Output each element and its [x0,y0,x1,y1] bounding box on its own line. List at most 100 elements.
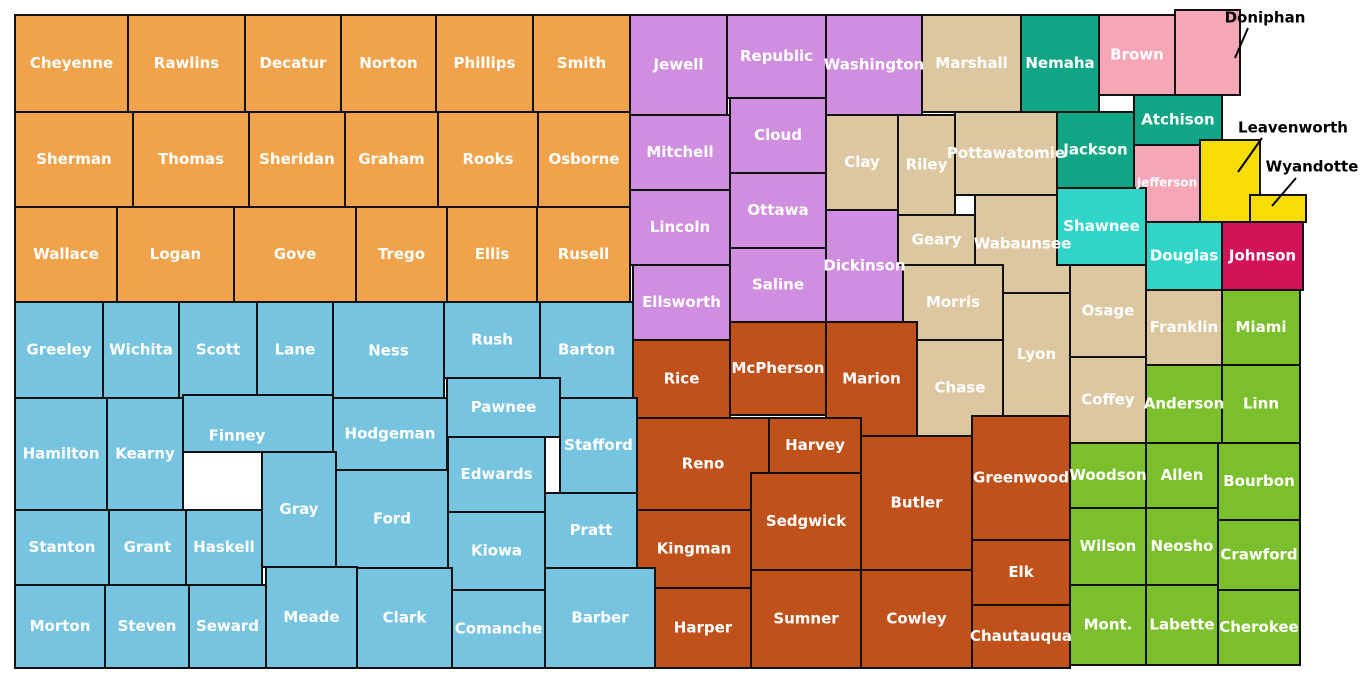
county-label: Chautauqua [970,627,1072,645]
county-label: Logan [150,245,201,263]
county-label: Wichita [109,341,173,359]
county [132,111,250,208]
county-label: Saline [752,276,804,294]
county [356,567,453,669]
county-label: Leavenworth [1238,119,1348,137]
county-label: Chase [935,379,986,397]
county-label: Cloud [754,126,802,144]
county [244,14,342,113]
county-label: Harper [674,619,733,637]
county-label: Doniphan [1225,9,1306,27]
county-label: Rawlins [154,54,219,72]
county [261,451,337,568]
county-label: Lincoln [650,218,710,236]
county-label: Franklin [1150,318,1218,336]
county [1221,364,1301,444]
county-label: Hodgeman [345,425,436,443]
county-label: Greenwood [973,469,1069,487]
county [1002,292,1071,417]
county-label: Stafford [564,436,633,454]
county-label: Barber [571,609,629,627]
county-label: Decatur [260,54,327,72]
county [825,209,904,323]
county [446,206,538,303]
county [544,567,656,669]
county-label: Finney [209,427,266,445]
county-label: Woodson [1069,466,1146,484]
county [629,114,731,191]
county-label: Stanton [29,538,96,556]
leader-line [1237,137,1263,173]
county [860,569,973,669]
county [825,14,923,116]
county-label: Barton [558,341,615,359]
county [532,14,631,113]
county [14,397,108,511]
county [1221,221,1304,291]
county-label: Morton [30,617,91,635]
county-label: Sumner [773,610,839,628]
county-label: Sheridan [259,150,335,168]
county-label: Douglas [1150,247,1218,265]
county-label: Elk [1008,563,1034,581]
county-label: Steven [118,617,177,635]
county [185,509,263,586]
county [1056,111,1135,189]
county-label: Lane [275,341,316,359]
county-label: Jackson [1062,141,1127,159]
county [182,394,334,453]
county-label: Hamilton [23,445,100,463]
county-label: Seward [196,617,259,635]
county [14,584,106,669]
county-label: Reno [682,455,725,473]
county-label: Clark [383,609,428,627]
county [636,417,770,511]
county [544,492,638,569]
county [1145,442,1219,509]
county-label: Butler [891,494,944,512]
county-label: Harvey [785,436,845,454]
county-label: Atchison [1141,111,1214,129]
county-label: Kearny [115,445,175,463]
county-label: Thomas [158,150,224,168]
county-label: Greeley [26,341,91,359]
county-label: Linn [1243,395,1279,413]
county-label: Clay [844,153,880,171]
county-label: Brown [1110,46,1164,64]
county-label: Grant [124,538,172,556]
county-label: Gove [274,245,317,263]
county [1145,221,1223,291]
county [451,589,546,669]
county [750,569,862,669]
county-label: Rooks [462,150,513,168]
county-label: Nemaha [1025,54,1094,72]
county [14,14,129,113]
county [447,511,546,591]
county [14,301,104,399]
county-label: Labette [1149,616,1214,634]
county [102,301,180,399]
county-label: Riley [906,156,948,174]
county-label: Rush [471,331,513,349]
county-label: Neosho [1151,537,1214,555]
county [265,566,358,669]
county-label: Wilson [1080,537,1137,555]
county-label: Marion [842,370,901,388]
county [768,417,862,474]
county-label: Shawnee [1063,217,1140,235]
county [443,301,541,379]
county [897,114,956,216]
county-label: Coffey [1081,391,1135,409]
county-label: Comanche [455,620,543,638]
county-label: Mont. [1084,616,1133,634]
county-label: Rusell [558,245,610,263]
county-label: Jewell [652,56,703,74]
county-label: Wyandotte [1266,158,1359,176]
county [1174,9,1241,96]
county-label: Phillips [454,54,516,72]
county-label: Trego [378,245,425,263]
county [108,509,187,586]
county-label: Dickinson [823,257,905,275]
county-label: Cheyenne [30,54,113,72]
